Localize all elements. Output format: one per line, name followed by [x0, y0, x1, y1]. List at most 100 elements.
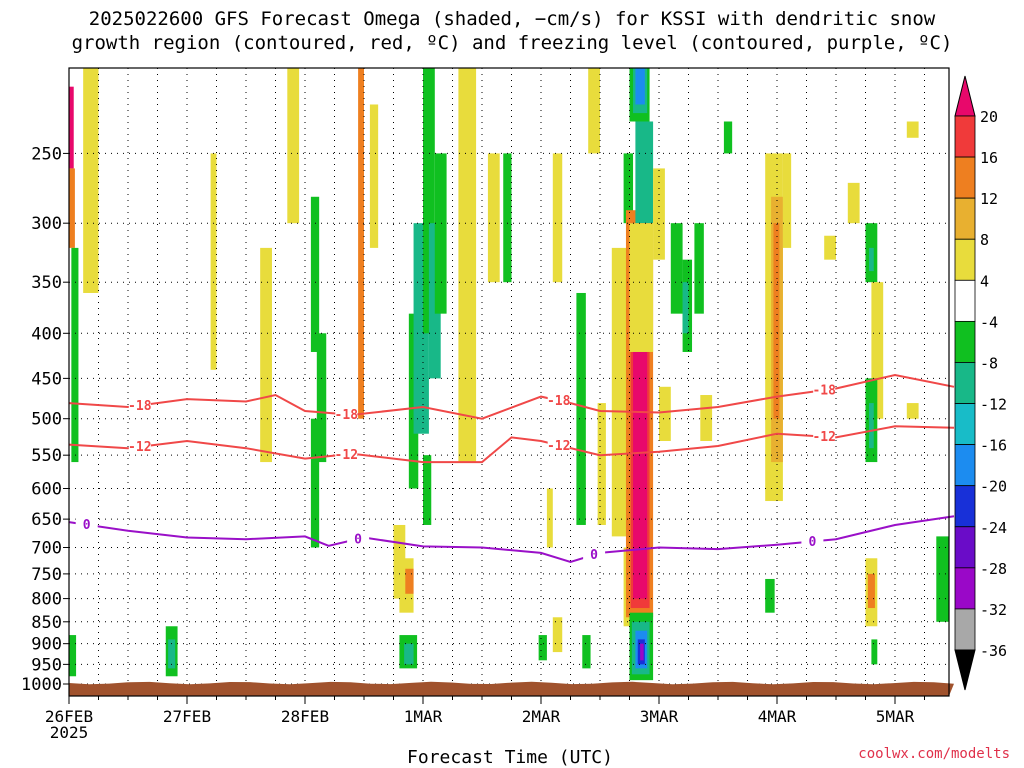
omega-cell	[458, 68, 477, 463]
contour-label: 0	[808, 535, 816, 550]
omega-cell	[538, 635, 547, 661]
omega-cell	[168, 639, 176, 669]
colorbar-swatch	[954, 156, 976, 199]
colorbar-label: 8	[980, 231, 989, 249]
colorbar-swatch	[954, 320, 976, 363]
x-tick-label: 5MAR	[876, 707, 915, 726]
x-tick-label: 26FEB	[45, 707, 93, 726]
y-tick-label: 600	[31, 479, 62, 499]
omega-cell	[869, 247, 874, 272]
contour-label-bg	[583, 547, 606, 562]
omega-cell	[869, 403, 874, 449]
omega-cell	[69, 86, 74, 169]
omega-cell	[423, 68, 435, 334]
y-tick-label: 850	[31, 613, 62, 633]
omega-cell	[867, 573, 875, 609]
colorbar-label: -12	[980, 396, 1007, 414]
omega-cell	[582, 635, 591, 669]
omega-cell	[782, 153, 792, 248]
contour-freezing-level-line	[68, 515, 955, 564]
y-tick-label: 650	[31, 510, 62, 530]
omega-cell	[723, 121, 733, 154]
omega-cell	[682, 282, 689, 334]
y-tick-label: 400	[31, 324, 62, 344]
colorbar-label: -24	[980, 519, 1007, 537]
contour-dendritic-growth-line	[68, 373, 955, 420]
omega-cell	[210, 153, 217, 370]
colorbar-label: -28	[980, 560, 1007, 578]
omega-cell	[316, 333, 327, 463]
contour-label: -12	[128, 440, 151, 455]
colorbar-swatch	[954, 444, 976, 487]
omega-cell	[629, 223, 654, 352]
omega-cell	[487, 153, 500, 283]
colorbar-swatch	[954, 279, 976, 322]
omega-cell	[405, 568, 414, 594]
y-tick-label: 950	[31, 655, 62, 675]
omega-cell	[503, 153, 512, 283]
y-tick-label: 800	[31, 590, 62, 610]
contour-label-bg	[75, 517, 98, 532]
contour-label-bg	[547, 393, 570, 408]
colorbar-label: 12	[980, 190, 998, 208]
omega-cell	[546, 488, 553, 548]
omega-cell	[552, 617, 563, 653]
omega-cell	[69, 635, 77, 677]
x-tick-sublabel: 2025	[50, 723, 89, 742]
ground-layer	[69, 681, 954, 696]
omega-cell	[635, 68, 645, 105]
y-tick-label: 550	[31, 446, 62, 466]
contour-label-bg	[813, 429, 836, 444]
contour-label-bg	[128, 398, 151, 413]
colorbar: 20 16 12 8 4 -4 -8 -12 -16 -20 -24 -28 -32 -36	[954, 75, 1007, 691]
omega-cell	[552, 153, 563, 283]
colorbar-swatch	[954, 403, 976, 446]
colorbar-label: -32	[980, 601, 1007, 619]
omega-cell	[659, 386, 671, 442]
contour-label: -12	[812, 430, 835, 445]
omega-cell	[871, 282, 884, 419]
omega-cell	[287, 68, 300, 224]
omega-cell	[635, 121, 654, 224]
omega-cell	[310, 196, 320, 352]
omega-cell	[434, 153, 447, 314]
colorbar-label: 16	[980, 149, 998, 167]
omega-cell	[640, 643, 644, 661]
contour-label: 0	[590, 548, 598, 563]
colorbar-swatch	[954, 197, 976, 240]
chart-title-line2: growth region (contoured, red, ºC) and f…	[71, 32, 953, 54]
omega-shading-layer	[69, 68, 949, 681]
y-tick-label: 700	[31, 538, 62, 558]
credit-link[interactable]: coolwx.com/modelts	[858, 746, 1010, 762]
omega-cell	[653, 168, 665, 260]
y-tick-label: 250	[31, 144, 62, 164]
contour-label-bg	[801, 534, 824, 549]
contour-label-bg	[335, 447, 358, 462]
contour-label: -18	[128, 399, 152, 414]
omega-cell	[260, 247, 272, 463]
contour-label-bg	[128, 439, 151, 454]
colorbar-label: -36	[980, 642, 1007, 660]
y-axis: 2503003504004505005506006507007508008509…	[21, 144, 69, 695]
omega-cell	[576, 292, 586, 525]
contour-label-bg	[335, 407, 358, 422]
contour-label: 0	[354, 532, 362, 547]
omega-cell	[936, 536, 949, 622]
contour-label-bg	[813, 383, 836, 398]
omega-cell	[773, 223, 780, 419]
omega-cell	[404, 643, 414, 665]
omega-cell	[71, 247, 79, 463]
y-tick-label: 900	[31, 635, 62, 655]
y-tick-label: 1000	[21, 675, 62, 695]
colorbar-swatch	[954, 526, 976, 569]
contour-label: -12	[335, 448, 358, 463]
omega-cell	[358, 68, 364, 419]
colorbar-swatch	[954, 608, 976, 651]
omega-cell	[369, 104, 379, 248]
x-tick-label: 4MAR	[758, 707, 797, 726]
omega-cell	[824, 235, 836, 260]
plot-frame	[68, 67, 950, 697]
x-tick-label: 1MAR	[404, 707, 443, 726]
omega-cell	[597, 403, 606, 525]
